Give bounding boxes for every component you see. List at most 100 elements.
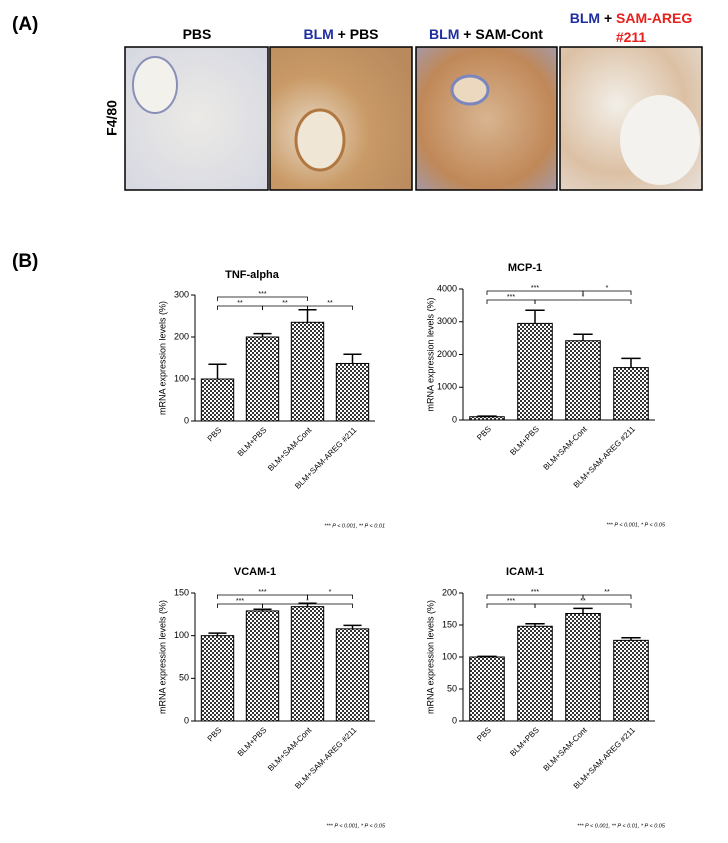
- micrographs: [124, 46, 703, 191]
- chart-title: VCAM-1: [234, 566, 276, 578]
- significance-label: *: [582, 294, 585, 301]
- bar: [335, 628, 370, 722]
- significance-label: **: [604, 589, 610, 596]
- header-part: BLM: [570, 10, 600, 26]
- bar: [517, 625, 553, 722]
- bar: [565, 340, 601, 421]
- micrograph: [415, 46, 558, 191]
- bar: [290, 321, 325, 422]
- significance-label: **: [237, 300, 243, 307]
- x-tick-label: BLM+PBS: [236, 726, 269, 759]
- bar: [613, 639, 649, 722]
- significance-label: ***: [531, 589, 539, 596]
- chart-title: ICAM-1: [506, 566, 544, 578]
- chart-title: MCP-1: [508, 262, 542, 274]
- x-tick-label: PBS: [206, 426, 224, 444]
- y-tick-label: 0: [452, 414, 457, 424]
- significance-bracket: [307, 594, 353, 599]
- panel-label: (A): [12, 14, 38, 35]
- significance-bracket: [534, 603, 632, 608]
- micrograph-detail: [294, 108, 346, 172]
- bar: [469, 656, 505, 722]
- bar: [469, 416, 505, 421]
- header-part: BLM: [303, 26, 333, 42]
- header-part: #211: [616, 29, 647, 45]
- panel-label: (B): [12, 251, 38, 272]
- bar: [517, 322, 553, 421]
- significance-label: *: [306, 598, 309, 605]
- y-tick-label: 50: [179, 673, 189, 683]
- micrograph-detail: [132, 56, 178, 114]
- micrograph-detail: [620, 95, 700, 185]
- significance-label: ***: [258, 291, 266, 298]
- x-tick-label: BLM+PBS: [236, 426, 269, 459]
- y-tick-label: 200: [442, 587, 457, 597]
- column-header: BLM + PBS: [303, 26, 378, 42]
- y-axis-label: mRNA expression levels (%): [425, 297, 435, 411]
- y-tick-label: 50: [447, 683, 457, 693]
- significance-label: ***: [531, 285, 539, 292]
- y-tick-label: 100: [174, 630, 189, 640]
- y-tick-label: 2000: [437, 349, 457, 359]
- column-header: PBS: [183, 26, 212, 42]
- x-tick-label: BLM+SAM-Cont: [266, 425, 314, 473]
- x-tick-label: BLM+SAM-Cont: [542, 424, 590, 472]
- x-tick-label: BLM+SAM-Cont: [266, 725, 314, 773]
- significance-label: *: [329, 589, 332, 596]
- bar: [335, 362, 370, 422]
- y-tick-label: 1000: [437, 382, 457, 392]
- significance-bracket: [217, 296, 308, 301]
- column-header: BLM + SAM-AREG: [570, 10, 693, 26]
- bar: [200, 378, 235, 422]
- x-tick-label: BLM+SAM-Cont: [542, 725, 590, 773]
- significance-label: ***: [507, 294, 515, 301]
- significance-bracket: [582, 594, 632, 599]
- footnote: *** P < 0.001, ** P < 0.01: [324, 523, 385, 529]
- significance-bracket: [262, 603, 353, 608]
- column-header: #211: [616, 29, 647, 45]
- y-tick-label: 4000: [437, 283, 457, 293]
- micrograph: [269, 46, 413, 191]
- header-part: + SAM-Cont: [459, 26, 543, 42]
- x-tick-label: PBS: [206, 726, 224, 744]
- significance-label: *: [606, 285, 609, 292]
- significance-bracket: [582, 290, 632, 295]
- significance-label: ***: [258, 589, 266, 596]
- column-header: BLM + SAM-Cont: [429, 26, 543, 42]
- y-tick-label: 0: [452, 715, 457, 725]
- chart-title: TNF-alpha: [225, 269, 280, 281]
- footnote: *** P < 0.001, * P < 0.05: [326, 823, 386, 829]
- x-tick-label: BLM+PBS: [508, 425, 541, 458]
- significance-label: ***: [236, 598, 244, 605]
- header-part: PBS: [183, 26, 212, 42]
- x-tick-label: PBS: [475, 425, 493, 443]
- header-part: + PBS: [334, 26, 379, 42]
- x-tick-label: PBS: [475, 726, 493, 744]
- bar: [565, 612, 601, 722]
- y-tick-label: 300: [174, 289, 189, 299]
- significance-bracket: [534, 299, 632, 304]
- bar: [245, 610, 280, 722]
- significance-label: **: [327, 300, 333, 307]
- x-tick-label: BLM+PBS: [508, 726, 541, 759]
- bar: [245, 336, 280, 422]
- footnote: *** P < 0.001, * P < 0.05: [606, 522, 666, 528]
- y-tick-label: 100: [174, 373, 189, 383]
- header-part: +: [600, 10, 616, 26]
- y-tick-label: 150: [442, 619, 457, 629]
- y-axis-label: mRNA expression levels (%): [425, 600, 435, 714]
- bar: [290, 606, 325, 722]
- row-label: F4/80: [104, 100, 120, 136]
- y-tick-label: 3000: [437, 316, 457, 326]
- y-tick-label: 100: [442, 651, 457, 661]
- y-tick-label: 150: [174, 587, 189, 597]
- footnote: *** P < 0.001, ** P < 0.01, * P < 0.05: [577, 823, 666, 829]
- header-part: BLM: [429, 26, 459, 42]
- bar: [200, 635, 235, 722]
- y-tick-label: 200: [174, 331, 189, 341]
- significance-bracket: [307, 305, 353, 310]
- header-part: SAM-AREG: [616, 10, 692, 26]
